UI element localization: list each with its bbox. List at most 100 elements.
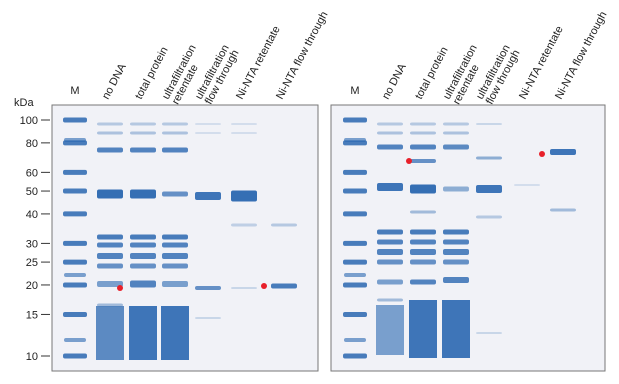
band: [63, 211, 87, 217]
lane-label-line: Ni-NTA retentate: [234, 24, 283, 101]
band: [410, 184, 436, 194]
lane-label: Ni-NTA flow through: [274, 10, 330, 102]
band: [443, 144, 469, 150]
band: [63, 311, 87, 317]
band: [410, 279, 436, 285]
band: [97, 253, 123, 259]
y-tick-label: 80: [26, 138, 38, 150]
band: [343, 240, 367, 246]
lane-label: M: [70, 85, 79, 97]
lane-label: Ni-NTA flow through: [553, 10, 609, 102]
band: [410, 131, 436, 135]
band: [377, 279, 403, 285]
lane-label-line: Ni-NTA flow through: [553, 10, 609, 102]
band: [64, 338, 86, 342]
y-tick-label: 100: [20, 115, 38, 127]
band: [377, 298, 403, 302]
band: [410, 122, 436, 126]
band: [443, 239, 469, 245]
band: [410, 159, 436, 163]
band: [343, 282, 367, 288]
band: [443, 122, 469, 126]
band: [63, 259, 87, 265]
band: [410, 210, 436, 214]
band: [443, 249, 469, 255]
band: [97, 122, 123, 126]
smear: [409, 300, 437, 358]
band: [377, 239, 403, 245]
band: [443, 229, 469, 235]
band: [443, 259, 469, 265]
band: [64, 273, 86, 277]
lane-label: Ni-NTA retentate: [234, 24, 283, 101]
y-tick-label: 30: [26, 238, 38, 250]
band: [162, 242, 188, 248]
band: [231, 287, 257, 289]
band: [476, 215, 502, 219]
band: [64, 138, 86, 142]
band: [344, 273, 366, 277]
band: [195, 132, 221, 134]
band: [130, 263, 156, 269]
band: [476, 123, 502, 125]
band: [162, 253, 188, 259]
band: [97, 281, 123, 287]
band: [344, 138, 366, 142]
band: [443, 186, 469, 192]
band: [443, 131, 469, 135]
band: [343, 117, 367, 123]
band: [476, 156, 502, 160]
band: [195, 317, 221, 319]
lane-label: ultrafiltrationflow through: [193, 43, 241, 107]
band: [97, 303, 123, 307]
band: [344, 338, 366, 342]
band: [410, 229, 436, 235]
band: [377, 183, 403, 191]
band: [162, 191, 188, 197]
band: [195, 192, 221, 200]
band: [162, 234, 188, 240]
marker-dot: [406, 158, 412, 164]
y-tick-label: 60: [26, 167, 38, 179]
marker-dot: [539, 151, 545, 157]
band: [231, 132, 257, 134]
band: [343, 259, 367, 265]
band: [63, 240, 87, 246]
band: [476, 332, 502, 334]
band: [63, 188, 87, 194]
band: [271, 283, 297, 289]
band: [162, 263, 188, 269]
band: [410, 144, 436, 150]
band: [377, 259, 403, 265]
band: [97, 189, 123, 199]
band: [343, 169, 367, 175]
band: [343, 211, 367, 217]
bands: [63, 117, 576, 360]
band: [343, 353, 367, 359]
band: [63, 353, 87, 359]
band: [162, 122, 188, 126]
y-tick-label: 40: [26, 209, 38, 221]
y-tick-label: 20: [26, 280, 38, 292]
band: [130, 147, 156, 153]
band: [97, 263, 123, 269]
smear: [442, 300, 470, 358]
lane-label: no DNA: [100, 61, 129, 101]
band: [195, 286, 221, 290]
y-tick-label: 50: [26, 186, 38, 198]
band: [514, 184, 540, 186]
band: [162, 281, 188, 287]
band: [97, 131, 123, 135]
smear: [96, 306, 124, 360]
band: [130, 189, 156, 199]
smear: [129, 306, 157, 360]
band: [377, 131, 403, 135]
marker-dot: [261, 283, 267, 289]
band: [162, 147, 188, 153]
band: [130, 242, 156, 248]
band: [195, 123, 221, 125]
band: [231, 223, 257, 227]
band: [231, 123, 257, 125]
band: [343, 188, 367, 194]
